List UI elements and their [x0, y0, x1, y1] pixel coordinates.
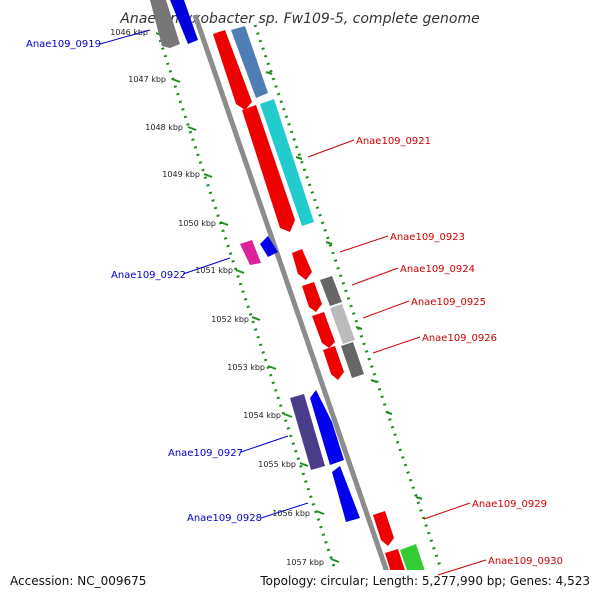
genome-backbone	[192, 14, 389, 570]
outer-tick-marks	[265, 71, 423, 500]
gene-arrow	[292, 249, 312, 280]
gene-arrow	[400, 544, 425, 570]
tick-label: 1054 kbp	[243, 411, 281, 420]
gene-arrow	[385, 549, 405, 570]
tick-label: 1053 kbp	[227, 363, 265, 372]
tick-label: 1047 kbp	[128, 75, 166, 84]
gene-arrow	[332, 466, 360, 522]
gene-arrow	[240, 240, 261, 265]
gene-arrow	[323, 346, 344, 380]
tick-label: 1056 kbp	[272, 509, 310, 518]
gene-arrow	[213, 30, 252, 110]
gene-arrow	[373, 511, 394, 546]
gene-arrow	[330, 304, 355, 344]
map-title: Anaeromyxobacter sp. Fw109-5, complete g…	[119, 11, 479, 27]
gene-arrow	[260, 99, 314, 226]
gene-arrow	[242, 105, 295, 232]
gene-label: Anae109_0919	[26, 39, 101, 50]
tick-label: 1046 kbp	[110, 28, 148, 37]
gene-label: Anae109_0928	[187, 513, 262, 524]
gene-arrow	[290, 394, 325, 470]
gene-label: Anae109_0921	[356, 136, 431, 147]
gene-arrow	[231, 26, 268, 98]
gene-arrow	[302, 282, 322, 312]
tick-label: 1052 kbp	[211, 315, 249, 324]
gene-label: Anae109_0927	[168, 448, 243, 459]
gene-arrows	[150, 0, 425, 570]
gene-arrow	[150, 0, 180, 48]
gene-label: Anae109_0925	[411, 297, 486, 308]
tick-label: 1057 kbp	[286, 558, 324, 567]
tick-labels: 1046 kbp 1047 kbp 1048 kbp 1049 kbp 1050…	[110, 28, 324, 567]
gene-arrow	[320, 276, 342, 306]
gene-arrow	[260, 236, 278, 257]
gene-label: Anae109_0930	[488, 556, 563, 567]
tick-label: 1055 kbp	[258, 460, 296, 469]
gene-label: Anae109_0924	[400, 264, 475, 275]
gene-arrow	[310, 390, 344, 465]
gene-arrow	[341, 342, 364, 378]
accession-text: Accession: NC_009675	[10, 574, 147, 588]
gene-label: Anae109_0926	[422, 333, 497, 344]
tick-label: 1048 kbp	[145, 123, 183, 132]
gene-label: Anae109_0923	[390, 232, 465, 243]
gene-label: Anae109_0922	[111, 270, 186, 281]
gene-label: Anae109_0929	[472, 499, 547, 510]
tick-label: 1051 kbp	[195, 266, 233, 275]
leader-lines	[99, 29, 487, 576]
tick-label: 1049 kbp	[162, 170, 200, 179]
tick-label: 1050 kbp	[178, 219, 216, 228]
gene-arrow	[312, 312, 335, 348]
topology-text: Topology: circular; Length: 5,277,990 bp…	[260, 574, 590, 588]
gene-arrow	[170, 0, 198, 44]
gene-labels: Anae109_0919 Anae109_0921 Anae109_0922 A…	[26, 39, 563, 567]
